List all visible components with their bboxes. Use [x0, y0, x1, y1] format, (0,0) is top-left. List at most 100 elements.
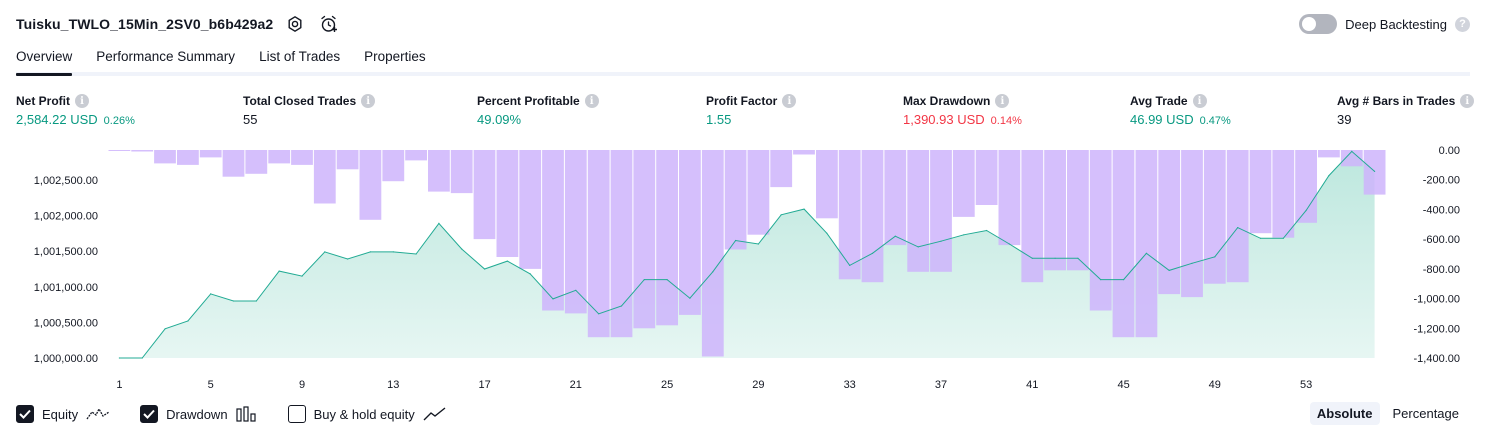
drawdown-bar	[930, 150, 952, 272]
metric-label: Max Drawdown	[903, 94, 991, 108]
metrics-row: Net Profit i 2,584.22 USD 0.26% Total Clos…	[0, 94, 1486, 130]
drawdown-bar	[587, 150, 610, 338]
drawdown-bar	[1112, 150, 1135, 338]
metric-net-profit: Net Profit i 2,584.22 USD 0.26%	[16, 94, 135, 127]
metric-avg-bars: Avg # Bars in Trades i 39	[1337, 94, 1475, 127]
equity-point	[301, 275, 303, 277]
equity-point	[1145, 252, 1147, 254]
equity-point	[506, 260, 508, 262]
x-axis-tick-label: 25	[661, 379, 673, 391]
deep-backtesting-label: Deep Backtesting	[1345, 16, 1447, 32]
drawdown-bar	[679, 150, 701, 315]
x-axis-tick-label: 13	[387, 379, 399, 391]
absolute-button[interactable]: Absolute	[1309, 402, 1380, 425]
x-axis-tick-label: 5	[208, 379, 214, 391]
equity-point	[1305, 209, 1307, 212]
metric-percent: 0.26%	[103, 115, 135, 127]
drawdown-bar	[359, 150, 382, 220]
info-icon[interactable]: i	[75, 94, 89, 108]
equity-point	[415, 253, 417, 255]
equity-point	[735, 239, 737, 242]
drawdown-checkbox[interactable]	[140, 405, 159, 423]
legend-label: Equity	[42, 406, 79, 422]
info-icon[interactable]: i	[995, 94, 1010, 108]
drawdown-bar	[1135, 150, 1158, 338]
metric-percent-profitable: Percent Profitable i 49.09%	[477, 94, 599, 127]
drawdown-bar	[222, 150, 245, 177]
right-axis-tick-label: -1,000.00	[1414, 294, 1460, 306]
equity-point	[438, 222, 440, 224]
x-axis-tick-label: 21	[570, 379, 582, 391]
drawdown-bar	[701, 150, 724, 357]
tab-properties[interactable]: Properties	[364, 49, 426, 64]
deep-backtesting-toggle[interactable]	[1299, 14, 1338, 34]
legend-buy-hold[interactable]: Buy & hold equity	[287, 405, 447, 423]
legend-label: Drawdown	[166, 406, 228, 422]
x-axis-tick-label: 37	[935, 379, 947, 391]
equity-point	[1031, 257, 1033, 259]
strategy-title: Tuisku_TWLO_15Min_2SV0_b6b429a2	[16, 16, 274, 32]
alarm-clock-plus-icon[interactable]	[317, 12, 341, 36]
tab-performance-summary[interactable]: Performance Summary	[96, 49, 236, 64]
equity-point	[894, 235, 896, 237]
left-axis-tick-label: 1,000,000.00	[34, 353, 98, 365]
legend-label: Buy & hold equity	[313, 406, 415, 422]
drawdown-bar	[1226, 150, 1249, 283]
metric-value: 49.09%	[477, 112, 522, 127]
metric-percent: 0.47%	[1199, 115, 1231, 127]
equity-point	[1008, 243, 1011, 245]
equity-point	[849, 264, 851, 266]
drawdown-bar	[199, 150, 222, 158]
info-icon[interactable]: i	[361, 94, 376, 108]
x-axis-tick-label: 17	[478, 379, 490, 391]
metric-label: Net Profit	[16, 94, 70, 108]
drawdown-bar	[1021, 150, 1044, 283]
equity-point	[141, 357, 143, 359]
equity-drawdown-chart[interactable]: 1,000,000.00 1,000,500.00 1,001,000.00 1,00…	[0, 138, 1486, 396]
drawdown-bar	[108, 150, 131, 151]
equity-checkbox[interactable]	[16, 405, 34, 423]
tab-list-of-trades[interactable]: List of Trades	[259, 49, 341, 64]
equity-point	[1054, 257, 1056, 259]
info-icon[interactable]: i	[584, 94, 599, 108]
metric-max-drawdown: Max Drawdown i 1,390.93 USD 0.14%	[903, 94, 1022, 127]
info-icon[interactable]: i	[1460, 94, 1475, 108]
equity-point	[187, 320, 189, 322]
drawdown-bar	[382, 150, 405, 182]
equity-point	[164, 328, 166, 330]
percentage-button[interactable]: Percentage	[1392, 406, 1460, 421]
equity-point	[484, 268, 486, 270]
equity-point	[232, 300, 235, 302]
drawdown-bar	[1340, 150, 1363, 167]
equity-point	[826, 232, 828, 234]
equity-point	[1237, 227, 1239, 229]
drawdown-bar	[975, 150, 998, 205]
equity-point	[1328, 175, 1330, 177]
info-icon[interactable]: i	[1192, 94, 1207, 108]
tab-overview[interactable]: Overview	[16, 44, 73, 76]
metric-value: 55	[243, 112, 258, 127]
buy-hold-checkbox[interactable]	[287, 405, 306, 423]
buy-hold-line-icon	[423, 407, 446, 421]
gear-icon[interactable]	[283, 12, 307, 36]
drawdown-bar	[861, 150, 884, 283]
drawdown-bar	[1295, 150, 1317, 223]
info-icon[interactable]: i	[782, 94, 797, 108]
drawdown-bar	[656, 150, 678, 326]
drawdown-bar	[473, 150, 496, 240]
legend-drawdown[interactable]: Drawdown	[140, 405, 257, 423]
equity-point	[917, 246, 919, 248]
equity-point	[552, 298, 554, 300]
metric-percent: 0.14%	[990, 115, 1022, 127]
metric-label: Profit Factor	[706, 94, 778, 108]
equity-line	[119, 150, 1375, 359]
drawdown-bar	[1067, 150, 1089, 271]
legend-equity[interactable]: Equity	[16, 405, 110, 423]
equity-point	[666, 279, 668, 281]
right-axis-tick-label: -400.00	[1423, 204, 1460, 216]
equity-point	[210, 293, 212, 295]
strategy-header: Tuisku_TWLO_15Min_2SV0_b6b429a2	[16, 12, 341, 36]
metric-value: 39	[1337, 112, 1352, 127]
help-icon[interactable]: ?	[1455, 16, 1470, 32]
drawdown-bar	[747, 150, 770, 235]
